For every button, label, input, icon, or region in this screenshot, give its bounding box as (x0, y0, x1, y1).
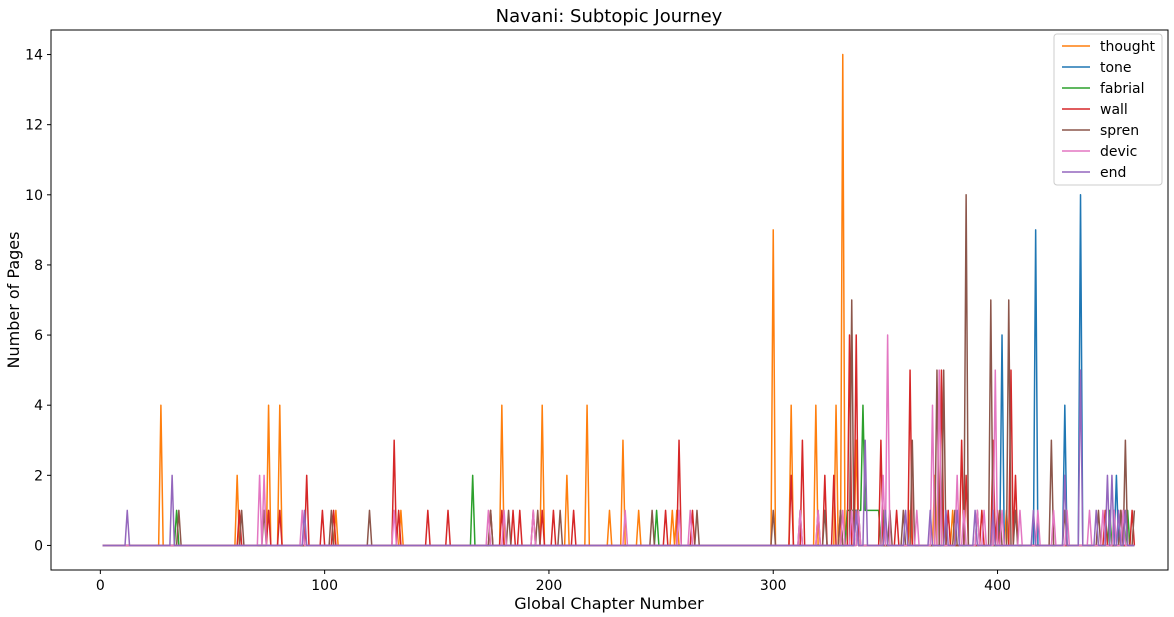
legend-label-fabrial: fabrial (1100, 81, 1145, 97)
legend-label-end: end (1100, 165, 1126, 181)
y-tick-label: 0 (34, 538, 43, 554)
series-layer (102, 53, 1136, 547)
legend-items: thought tone fabrial wall spren devic end (1062, 39, 1156, 181)
legend-label-tone: tone (1100, 60, 1132, 76)
x-axis-ticks: 0 100 200 300 400 (96, 570, 1011, 594)
y-tick-label: 14 (25, 48, 43, 64)
chart-title: Navani: Subtopic Journey (496, 6, 723, 27)
y-tick-label: 6 (34, 328, 43, 344)
legend-label-spren: spren (1100, 123, 1139, 139)
legend: thought tone fabrial wall spren devic end (1053, 33, 1163, 186)
y-axis-ticks: 0 2 4 6 8 10 12 14 (25, 48, 51, 554)
y-tick-label: 10 (25, 188, 43, 204)
legend-box (1053, 33, 1163, 186)
y-tick-label: 4 (34, 398, 43, 414)
x-tick-label: 400 (984, 578, 1011, 594)
legend-label-thought: thought (1100, 39, 1156, 55)
legend-label-wall: wall (1100, 102, 1128, 118)
x-tick-label: 100 (311, 578, 338, 594)
y-tick-label: 12 (25, 118, 43, 134)
y-tick-label: 2 (34, 468, 43, 484)
series-line-end (102, 369, 1135, 547)
x-tick-label: 300 (760, 578, 787, 594)
x-tick-label: 0 (96, 578, 105, 594)
y-tick-label: 8 (34, 258, 43, 274)
legend-label-devic: devic (1100, 144, 1137, 160)
x-axis-label: Global Chapter Number (514, 594, 704, 613)
plot-frame (50, 29, 1169, 571)
x-tick-label: 200 (536, 578, 563, 594)
y-axis-label: Number of Pages (4, 232, 23, 369)
